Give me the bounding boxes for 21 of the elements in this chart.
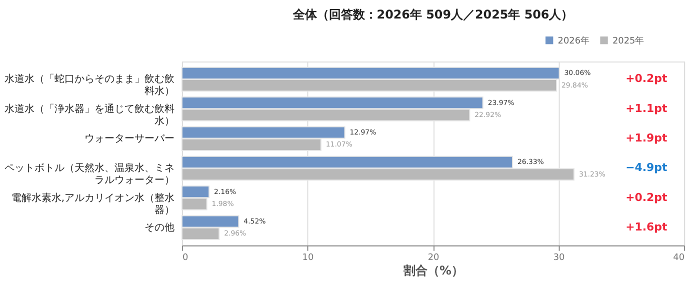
- y-tick-label: 電解水素水,アルカリイオン水（整水器）: [11, 192, 174, 216]
- annotation: +1.1pt: [626, 102, 668, 115]
- y-tick-label: 水道水（「蛇口からそのまま」飲む飲料水）: [4, 73, 174, 98]
- annotation: −4.9pt: [626, 161, 668, 174]
- legend-label: 2026年: [558, 35, 590, 46]
- legend-label: 2025年: [612, 35, 644, 46]
- annotation: +1.9pt: [626, 132, 668, 145]
- y-tick-label: 水道水（「浄水器」を通じて飲む飲料水）: [4, 102, 174, 127]
- chart-title: 全体（回答数：2026年 509人／2025年 506人）: [292, 8, 574, 22]
- y-tick-label: その他: [144, 222, 174, 234]
- annotation: +0.2pt: [626, 72, 668, 86]
- x-axis-title: 割合（%）: [402, 264, 464, 278]
- y-tick-label: ペットボトル（天然水、温泉水、ミネラルウォーター）: [4, 162, 174, 186]
- x-tick-label: 10: [302, 252, 314, 263]
- y-tick-label: ウォーターサーバー: [84, 134, 174, 145]
- annotation: +1.6pt: [626, 220, 668, 234]
- annotation: +0.2pt: [626, 190, 668, 204]
- x-tick-label: 40: [673, 252, 685, 263]
- x-tick-label: 20: [428, 252, 440, 263]
- x-tick-label: 30: [553, 252, 566, 263]
- x-tick-label: 0: [182, 252, 188, 263]
